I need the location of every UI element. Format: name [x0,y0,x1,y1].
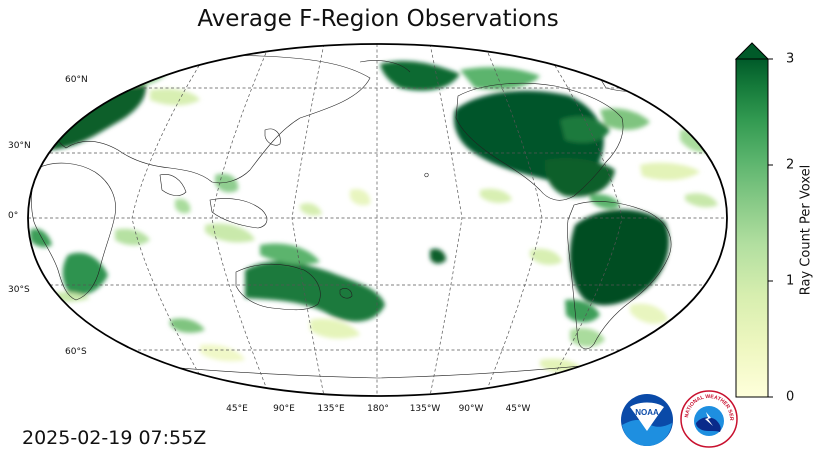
graticule [28,44,727,396]
lon-label-135w: 135°W [409,404,441,414]
colorbar-tick-label-2: 2 [786,157,795,173]
lon-label-135e: 135°E [317,404,345,414]
map-outline [27,43,728,397]
lon-label-90e: 90°E [273,404,295,414]
lon-label-90w: 90°W [458,404,484,414]
lon-label-45w: 45°W [505,404,531,414]
colorbar-label: Ray Count Per Voxel [798,164,814,296]
nws-logo-icon: NATIONAL WEATHER SERVICE [680,390,738,448]
page-title: Average F-Region Observations [197,6,559,32]
colorbar-gradient [735,58,769,398]
lat-label-60s: 60°S [65,347,87,357]
lon-label-180: 180° [367,404,389,414]
colorbar [734,42,773,398]
lat-label-30n: 30°N [8,141,31,151]
noaa-logo-icon: NOAA [621,394,673,446]
colorbar-tick-label-1: 1 [786,273,795,289]
colorbar-extend-arrow [734,42,770,60]
coastlines [31,54,672,379]
lat-label-60n: 60°N [65,75,88,85]
lat-label-0: 0° [8,211,19,221]
lat-label-30s: 30°S [8,285,30,295]
lon-label-45e: 45°E [226,404,248,414]
map-area [28,44,727,396]
colorbar-tick-label-3: 3 [786,51,795,67]
noaa-logo-text: NOAA [635,408,659,417]
observation-density-layer [30,61,718,373]
timestamp: 2025-02-19 07:55Z [22,427,207,449]
colorbar-tick-label-0: 0 [786,389,795,405]
